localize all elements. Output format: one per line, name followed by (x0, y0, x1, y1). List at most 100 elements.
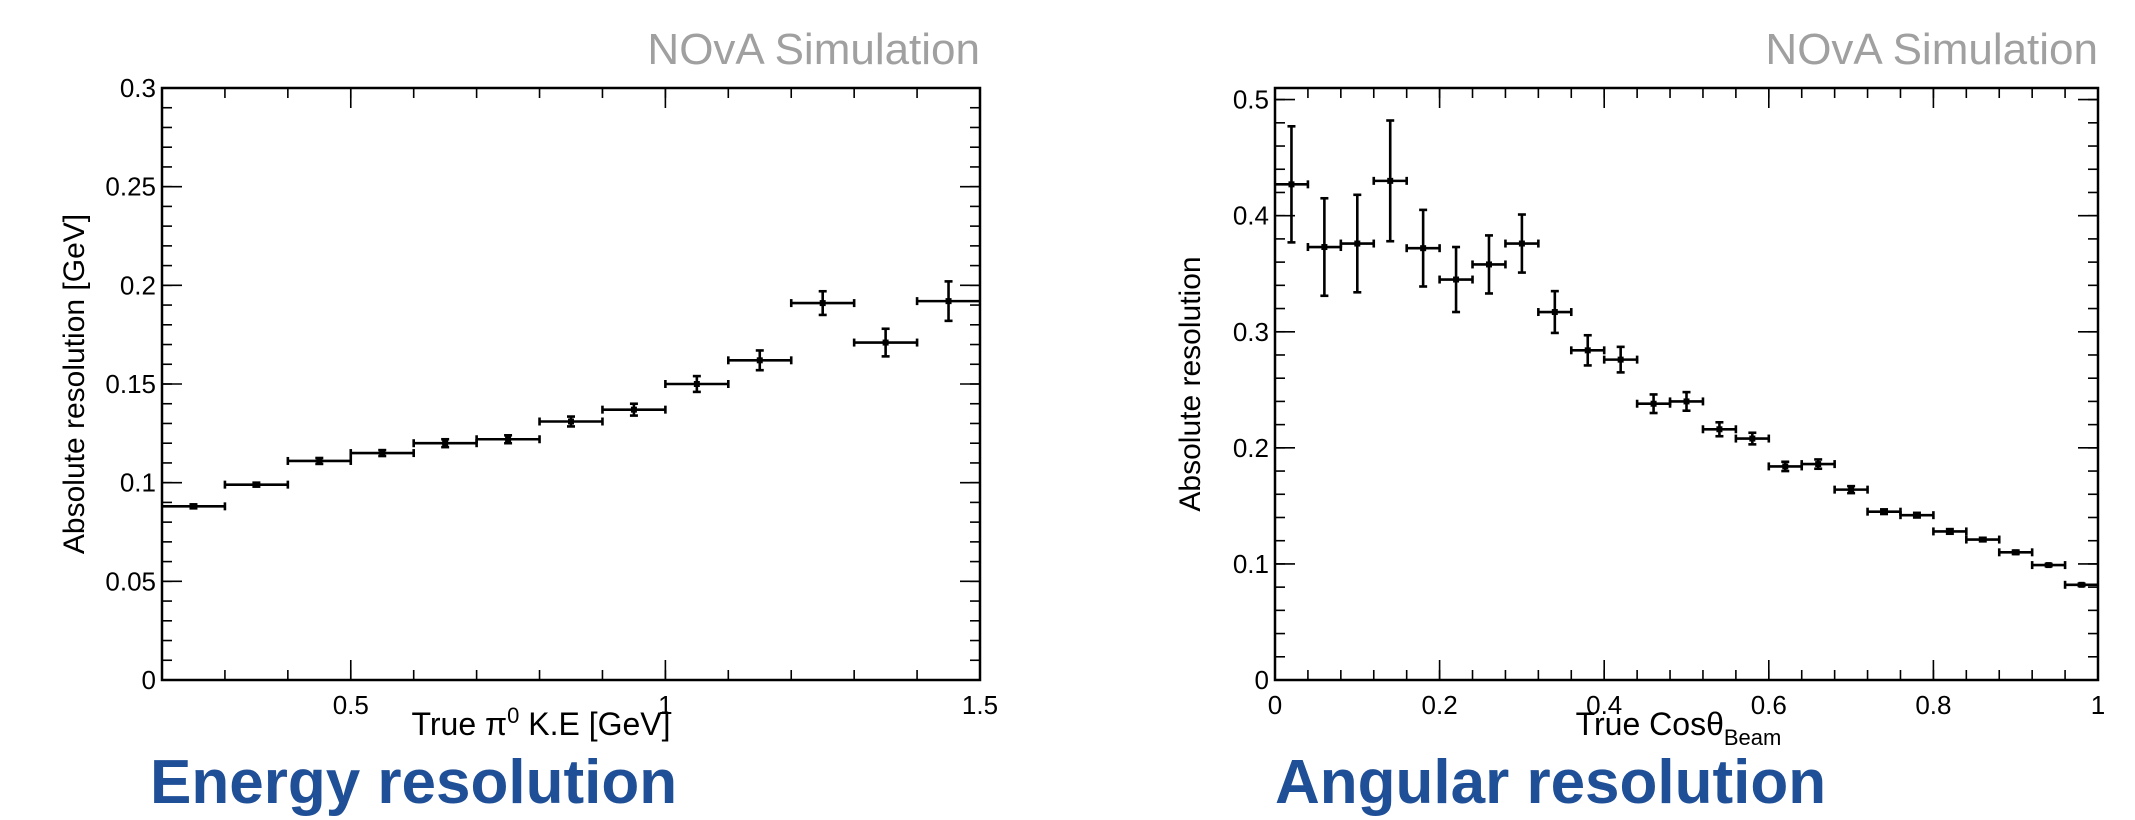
data-marker (1584, 347, 1591, 354)
data-point (475, 434, 541, 445)
data-marker (1683, 398, 1690, 405)
data-marker (1650, 400, 1657, 407)
data-marker (316, 457, 323, 464)
data-point (1965, 535, 2001, 544)
data-point (1899, 511, 1935, 520)
data-point (162, 502, 227, 511)
plot-frame (1273, 86, 2100, 682)
data-point (1602, 345, 1639, 374)
x-axis-label-text: True Cos (1576, 706, 1706, 742)
data-point (1701, 421, 1738, 438)
data-marker (819, 300, 826, 307)
data-marker (1881, 508, 1888, 515)
y-tick-label: 0.2 (120, 270, 156, 300)
y-tick-label: 0.3 (120, 73, 156, 103)
data-marker (1354, 240, 1361, 247)
data-point (1339, 193, 1376, 294)
data-marker (1485, 261, 1492, 268)
chart-angular: 0 0.2 0.4 0.6 0.8 1 0 0.1 0.2 0.3 0.4 0.5 NOvA Simul… (1174, 25, 2105, 750)
data-point (1372, 119, 1408, 243)
data-point (286, 456, 353, 466)
data-point (1800, 458, 1836, 471)
data-point (664, 374, 730, 394)
plot-frame (160, 86, 982, 682)
axis-ticks (161, 87, 981, 681)
data-point (789, 289, 856, 317)
data-point (1866, 507, 1902, 516)
x-axis-label-superscript: 0 (507, 703, 519, 728)
data-point (1306, 196, 1343, 298)
data-marker (1946, 528, 1953, 535)
y-axis-label: Absolute resolution [GeV] (58, 214, 91, 554)
data-marker (2078, 581, 2085, 588)
data-marker (505, 436, 512, 443)
x-axis-label: True CosθBeam (1576, 706, 1782, 750)
data-marker (253, 481, 260, 488)
data-marker (1815, 461, 1822, 468)
x-axis-label: True π0 K.E [GeV] (412, 703, 671, 742)
data-point (1504, 213, 1540, 274)
y-tick-label: 0.1 (120, 468, 156, 498)
data-point (1767, 460, 1804, 473)
data-point (1405, 208, 1441, 288)
data-point (915, 280, 980, 323)
y-axis-label: Absolute resolution (1174, 256, 1207, 511)
data-point (1997, 548, 2034, 557)
data-marker (882, 339, 889, 346)
y-tick-label: 0.5 (1233, 85, 1269, 115)
y-tick-label: 0.2 (1233, 433, 1269, 463)
x-axis-label-symbol: θ (1706, 706, 1724, 742)
data-point (1537, 289, 1573, 335)
x-tick-label: 0.6 (1751, 690, 1787, 720)
y-tick-label: 0.3 (1233, 317, 1269, 347)
data-marker (1420, 245, 1427, 252)
x-tick-label: 0 (1268, 690, 1282, 720)
x-axis-label-symbol: π (485, 706, 507, 742)
y-tick-label: 0.15 (105, 369, 156, 399)
data-marker (442, 440, 449, 447)
data-marker (568, 418, 574, 425)
data-point (412, 437, 478, 449)
data-point (1932, 527, 1968, 536)
data-marker (379, 450, 386, 457)
data-marker (1617, 356, 1624, 363)
data-point (1668, 390, 1705, 412)
data-series (1275, 119, 2098, 589)
data-point (1635, 393, 1672, 415)
data-marker (1551, 309, 1558, 316)
data-marker (1979, 536, 1986, 543)
data-marker (190, 503, 197, 510)
data-marker (756, 357, 763, 364)
data-point (1569, 333, 1606, 367)
data-marker (1913, 512, 1920, 519)
data-point (1734, 431, 1771, 446)
x-tick-label: 1 (658, 690, 672, 720)
data-marker (630, 406, 637, 413)
watermark-nova-simulation: NOvA Simulation (1765, 25, 2098, 74)
data-point (2063, 580, 2098, 589)
data-marker (2045, 562, 2052, 569)
data-marker (945, 298, 952, 305)
x-tick-label: 0.4 (1586, 690, 1622, 720)
data-marker (2012, 549, 2019, 556)
data-point (852, 327, 919, 358)
y-tick-label: 0 (142, 665, 156, 695)
data-point (538, 415, 604, 428)
data-point (1471, 234, 1507, 295)
data-point (1438, 245, 1474, 314)
caption-angular-resolution: Angular resolution (1275, 748, 1827, 817)
data-marker (1782, 463, 1789, 470)
data-point (601, 402, 667, 417)
y-tick-label: 0.25 (105, 172, 156, 202)
x-tick-label: 0.8 (1915, 690, 1951, 720)
data-point (223, 480, 290, 489)
data-marker (1716, 426, 1723, 433)
data-marker (1848, 486, 1855, 493)
data-point (2030, 561, 2067, 570)
data-marker (1321, 244, 1328, 251)
x-tick-label: 1 (2091, 690, 2105, 720)
data-point (727, 349, 793, 372)
data-marker (693, 381, 700, 387)
data-marker (1749, 435, 1756, 442)
